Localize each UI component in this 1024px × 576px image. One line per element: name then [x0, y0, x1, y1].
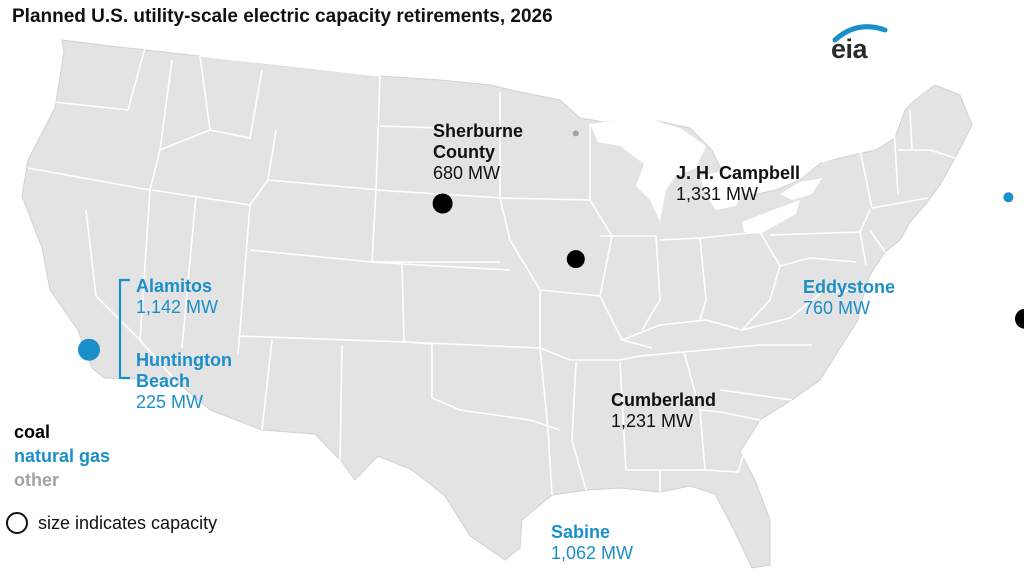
plant-marker-other — [572, 130, 579, 137]
legend: coal natural gas other — [14, 420, 110, 492]
us-landmass — [21, 39, 973, 569]
alamitos-huntington-bracket — [118, 278, 130, 380]
label-campbell: J. H. Campbell 1,331 MW — [676, 163, 800, 205]
label-sherburne-capacity: 680 MW — [433, 163, 501, 183]
label-cumberland: Cumberland 1,231 MW — [611, 390, 716, 432]
plants-layer — [78, 130, 1024, 361]
label-huntington-name-1: Huntington — [136, 350, 232, 370]
label-huntington: Huntington Beach 225 MW — [136, 350, 232, 413]
legend-coal: coal — [14, 422, 51, 442]
size-circle-icon — [6, 512, 28, 534]
label-eddystone: Eddystone 760 MW — [803, 277, 895, 319]
great-lakes — [590, 116, 822, 234]
legend-natural-gas: natural gas — [14, 446, 111, 466]
label-alamitos-capacity: 1,142 MW — [136, 297, 219, 317]
label-campbell-capacity: 1,331 MW — [676, 184, 759, 204]
label-sabine: Sabine 1,062 MW — [551, 522, 633, 564]
plant-marker-natural-gas — [1003, 192, 1014, 203]
eia-logo-text: eia — [831, 34, 868, 64]
label-alamitos-name: Alamitos — [136, 276, 213, 296]
state-borders — [27, 47, 956, 496]
label-alamitos: Alamitos 1,142 MW — [136, 276, 218, 318]
label-campbell-name: J. H. Campbell — [676, 163, 801, 183]
label-cumberland-capacity: 1,231 MW — [611, 411, 694, 431]
plant-marker-coal — [1015, 308, 1024, 329]
label-sherburne-name-1: Sherburne — [433, 121, 524, 141]
legend-size-note: size indicates capacity — [6, 512, 217, 534]
label-sherburne-name-2: County — [433, 142, 495, 162]
label-sabine-name: Sabine — [551, 522, 611, 542]
plant-marker-natural-gas — [78, 338, 100, 361]
legend-other: other — [14, 470, 59, 490]
plant-marker-coal — [432, 193, 453, 214]
legend-size-text: size indicates capacity — [38, 512, 218, 533]
label-huntington-capacity: 225 MW — [136, 392, 204, 412]
label-cumberland-name: Cumberland — [611, 390, 717, 410]
label-huntington-name-2: Beach — [136, 371, 191, 391]
eia-logo: eia — [827, 18, 893, 64]
chart-title: Planned U.S. utility-scale electric capa… — [12, 6, 553, 27]
eia-logo-swoosh-icon — [832, 24, 888, 43]
label-eddystone-name: Eddystone — [803, 277, 896, 297]
label-eddystone-capacity: 760 MW — [803, 298, 871, 318]
plant-marker-coal — [566, 250, 585, 269]
label-sherburne: Sherburne County 680 MW — [433, 121, 523, 184]
label-sabine-capacity: 1,062 MW — [551, 543, 634, 563]
